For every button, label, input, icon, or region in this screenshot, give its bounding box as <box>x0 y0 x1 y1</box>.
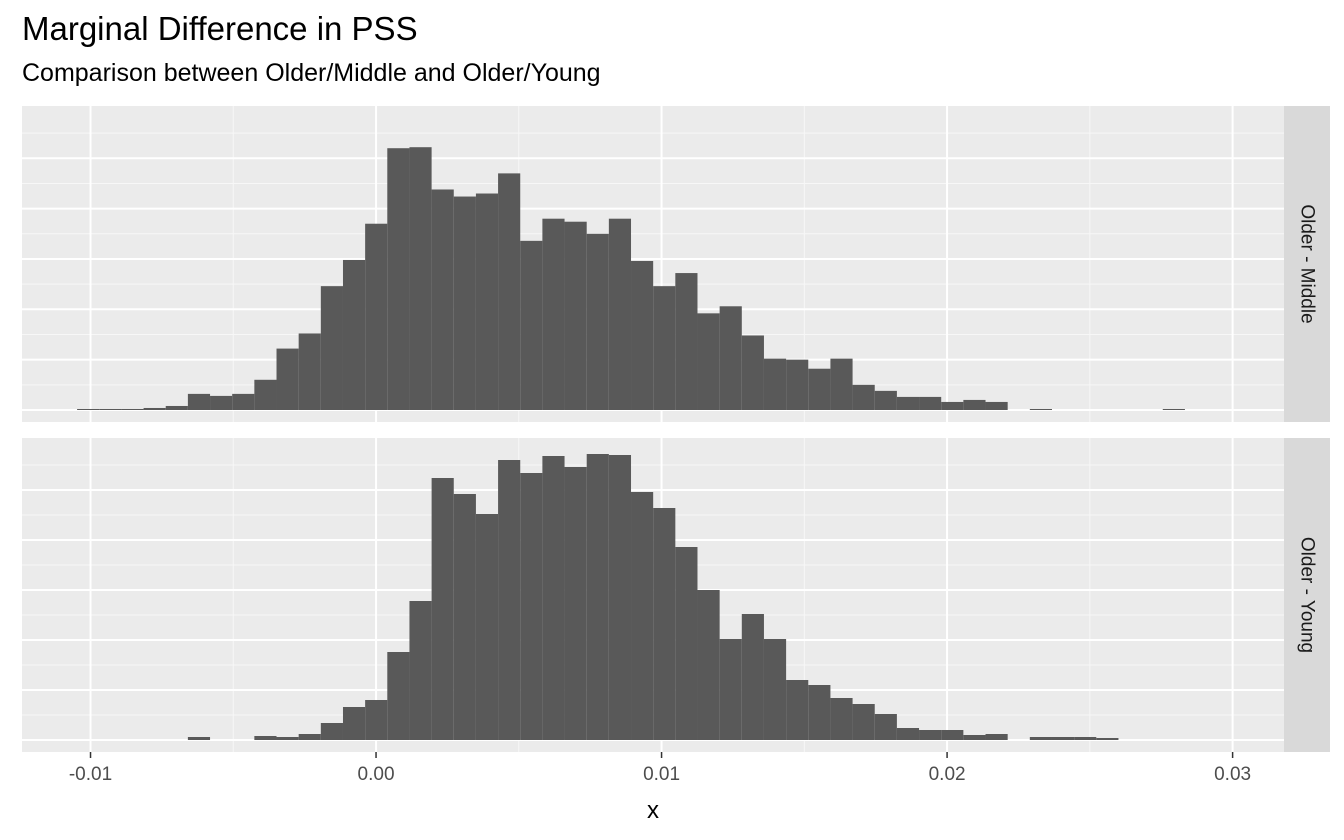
histogram-bar <box>675 547 698 740</box>
histogram-bar <box>808 368 831 410</box>
histogram-bar <box>165 405 188 410</box>
histogram-bar <box>342 259 366 410</box>
histogram-bar <box>985 734 1008 740</box>
histogram-bar <box>254 379 277 410</box>
histogram-bar <box>276 737 299 740</box>
histogram-bar <box>675 273 698 410</box>
histogram-bar <box>298 734 321 740</box>
histogram-bar <box>786 680 809 740</box>
x-tick-label: 0.02 <box>929 764 966 785</box>
histogram-bar <box>919 730 942 740</box>
histogram-bar <box>874 390 897 410</box>
histogram-bar <box>697 590 720 740</box>
x-tick-label: 0.00 <box>358 764 395 785</box>
chart-subtitle: Comparison between Older/Middle and Olde… <box>22 59 601 87</box>
histogram-bar <box>99 408 122 410</box>
histogram-bar <box>763 639 787 740</box>
histogram-bar <box>121 408 144 410</box>
histogram-bar <box>919 396 942 410</box>
histogram-bar <box>697 313 720 410</box>
histogram-bar <box>564 221 587 410</box>
histogram-bar <box>874 714 897 740</box>
histogram-bar <box>498 173 521 410</box>
histogram-bar <box>1051 737 1075 740</box>
histogram-bar <box>741 335 764 410</box>
histogram-bar <box>608 218 632 410</box>
x-tick-label: 0.03 <box>1214 764 1251 785</box>
histogram-bar <box>808 685 831 740</box>
histogram-bar <box>498 460 521 740</box>
histogram-bar <box>896 396 920 410</box>
histogram-bar <box>342 707 366 740</box>
histogram-bar <box>365 700 388 740</box>
histogram-bar <box>254 736 277 740</box>
histogram-bar <box>232 393 255 410</box>
histogram-bar <box>431 189 454 410</box>
histogram-bar <box>830 698 853 740</box>
histogram-bar <box>608 455 632 740</box>
histogram-bar <box>763 358 787 410</box>
histogram-bar <box>320 286 343 410</box>
histogram-bar <box>1096 738 1119 740</box>
histogram-bar <box>631 492 654 740</box>
histogram-bar <box>542 456 565 740</box>
histogram-bar <box>653 508 676 740</box>
facet-strip <box>1284 438 1330 752</box>
histogram-bar <box>210 395 233 410</box>
histogram-bar <box>852 704 875 740</box>
histogram-bar <box>653 286 676 410</box>
histogram-bar <box>985 401 1008 410</box>
histogram-bar <box>187 737 211 740</box>
histogram-bar <box>896 728 920 740</box>
histogram-bar <box>786 359 809 410</box>
x-tick-label: -0.01 <box>69 764 112 785</box>
histogram-bar <box>520 473 543 740</box>
histogram-bar <box>1029 737 1052 740</box>
histogram-bar <box>1162 408 1185 410</box>
facet-strip-label: Older - Young <box>1297 537 1318 653</box>
histogram-bar <box>320 723 343 740</box>
histogram-bar <box>631 260 654 410</box>
histogram-bar <box>941 401 964 410</box>
histogram-bar <box>941 730 964 740</box>
histogram-bar <box>963 735 986 740</box>
histogram-bar <box>143 407 166 410</box>
histogram-bar <box>520 240 543 410</box>
histogram-bar <box>298 333 321 410</box>
histogram-bar <box>475 193 499 410</box>
x-axis-title: x <box>647 797 659 824</box>
histogram-bar <box>586 454 609 740</box>
histogram-bar <box>1074 737 1097 740</box>
histogram-bar <box>387 148 410 410</box>
histogram-bar <box>276 348 299 410</box>
histogram-bar <box>453 196 476 410</box>
histogram-bar <box>409 601 432 740</box>
histogram-bar <box>387 652 410 740</box>
x-tick-label: 0.01 <box>643 764 680 785</box>
histogram-bar <box>431 478 454 740</box>
chart-title: Marginal Difference in PSS <box>22 10 418 47</box>
histogram-bar <box>1029 408 1052 410</box>
histogram-bar <box>187 393 211 410</box>
histogram-bar <box>719 639 742 740</box>
histogram-bar <box>719 306 742 410</box>
histogram-bar <box>830 358 853 410</box>
histogram-bar <box>963 399 986 410</box>
histogram-bar <box>475 514 499 740</box>
facet-strip-label: Older - Middle <box>1297 204 1318 323</box>
histogram-bar <box>542 218 565 410</box>
histogram-bar <box>453 494 476 740</box>
histogram-bar <box>852 384 875 410</box>
histogram-bar <box>586 233 609 410</box>
histogram-bar <box>77 408 100 410</box>
histogram-bar <box>365 223 388 410</box>
histogram-bar <box>741 614 764 740</box>
facet-strip <box>1284 106 1330 422</box>
histogram-bar <box>564 467 587 740</box>
histogram-bar <box>409 147 432 410</box>
